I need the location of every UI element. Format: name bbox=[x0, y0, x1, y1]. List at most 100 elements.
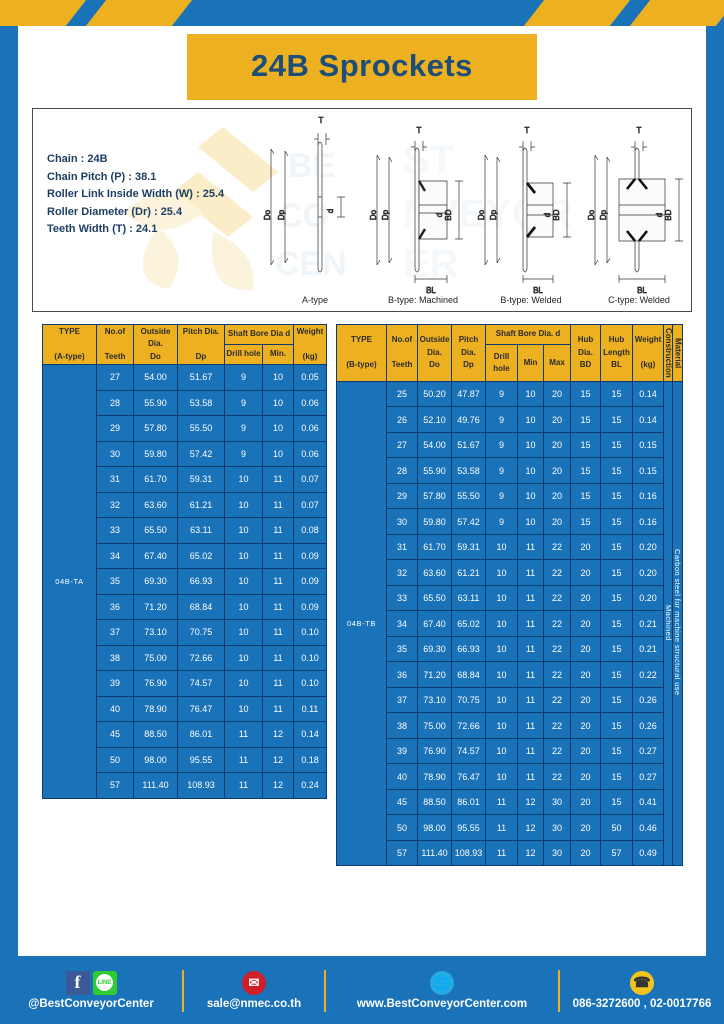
cell-weight: 0.15 bbox=[632, 457, 665, 484]
cell-weight: 0.26 bbox=[632, 686, 665, 714]
cell-hub-dia: 20 bbox=[570, 635, 602, 663]
cell-pitch-dia: 55.50 bbox=[177, 415, 225, 442]
cell-hub-length: 15 bbox=[600, 686, 634, 714]
diagram-panel: BE CO CEN ST NVEYOR ER Chain : 24B Chain… bbox=[32, 108, 692, 312]
table-row: 27 54.00 51.67 9 10 20 15 15 0.15 bbox=[337, 431, 683, 459]
cell-outside-dia: 73.10 bbox=[133, 619, 178, 646]
footer-website[interactable]: 🌐 www.BestConveyorCenter.com bbox=[326, 956, 558, 1024]
drawing-b-type-welded: T Do Dp BD d BL bbox=[477, 111, 585, 311]
cell-hub-dia: 15 bbox=[570, 508, 602, 535]
svg-text:T: T bbox=[319, 116, 324, 125]
drawing-label-b-machined: B-type: Machined bbox=[387, 295, 459, 305]
cell-outside-dia: 59.80 bbox=[417, 508, 452, 535]
cell-drill-hole: 10 bbox=[224, 491, 263, 519]
cell-pitch-dia: 53.58 bbox=[177, 389, 225, 417]
cell-pitch-dia: 57.42 bbox=[177, 440, 225, 468]
cell-drill-hole: 10 bbox=[224, 695, 263, 723]
cell-weight: 0.09 bbox=[293, 568, 328, 595]
cell-pitch-dia: 55.50 bbox=[451, 482, 486, 510]
cell-pitch-dia: 59.31 bbox=[177, 466, 225, 493]
cell-weight: 0.09 bbox=[293, 593, 328, 621]
cell-min: 11 bbox=[517, 661, 544, 688]
cell-weight: 0.14 bbox=[293, 721, 328, 748]
cell-teeth: 38 bbox=[96, 644, 134, 672]
cell-teeth: 40 bbox=[96, 695, 134, 723]
cell-max: 20 bbox=[542, 482, 572, 510]
cell-pitch-dia: 53.58 bbox=[451, 457, 486, 484]
cell-weight: 0.24 bbox=[293, 772, 328, 799]
cell-teeth: 36 bbox=[386, 661, 418, 688]
chevron-decoration bbox=[629, 0, 724, 26]
table-row: 28 55.90 53.58 9 10 0.06 bbox=[43, 389, 328, 417]
table-b-type: TYPE (B-type) No.of Teeth Outside Dia. D… bbox=[336, 323, 684, 867]
cell-hub-length: 15 bbox=[600, 610, 634, 637]
chevron-decoration bbox=[0, 0, 87, 26]
header-min: Min. bbox=[261, 344, 295, 366]
header-min: Min bbox=[517, 344, 544, 382]
line-icon[interactable]: LINE bbox=[92, 970, 117, 995]
cell-weight: 0.16 bbox=[632, 482, 665, 510]
page-title-wrap: 24B Sprockets bbox=[18, 34, 706, 100]
footer-bar: f LINE @BestConveyorCenter ✉ sale@nmec.c… bbox=[0, 956, 724, 1024]
cell-min: 10 bbox=[517, 482, 544, 510]
email-icon[interactable]: ✉ bbox=[242, 970, 266, 995]
cell-hub-length: 15 bbox=[600, 431, 634, 459]
cell-max: 22 bbox=[542, 737, 572, 765]
cell-hub-dia: 15 bbox=[570, 482, 602, 510]
header-shaft-bore-group: Shaft Bore Dia. d bbox=[484, 323, 572, 346]
cell-hub-length: 50 bbox=[600, 814, 634, 841]
drawing-label-c-welded: C-type: Welded bbox=[608, 295, 670, 305]
cell-weight: 0.21 bbox=[632, 635, 665, 663]
header-drill-hole: Drill hole bbox=[485, 344, 518, 382]
cell-teeth: 40 bbox=[386, 763, 418, 790]
header-pitch-dia: Pitch Dia. Dp bbox=[451, 324, 486, 382]
cell-drill-hole: 11 bbox=[224, 721, 263, 748]
cell-teeth: 50 bbox=[386, 814, 418, 841]
cell-outside-dia: 75.00 bbox=[417, 712, 452, 739]
svg-text:Dp: Dp bbox=[277, 209, 286, 220]
cell-teeth: 35 bbox=[96, 568, 134, 595]
cell-outside-dia: 57.80 bbox=[417, 482, 452, 510]
footer-email[interactable]: ✉ sale@nmec.co.th bbox=[184, 956, 324, 1024]
cell-teeth: 33 bbox=[96, 517, 134, 544]
svg-text:d: d bbox=[655, 213, 664, 217]
cell-min: 11 bbox=[517, 610, 544, 637]
cell-outside-dia: 52.10 bbox=[417, 406, 452, 433]
cell-pitch-dia: 51.67 bbox=[177, 364, 225, 391]
svg-text:d: d bbox=[543, 213, 552, 217]
drawing-label-b-welded: B-type: Welded bbox=[500, 295, 562, 305]
cell-drill-hole: 9 bbox=[224, 415, 263, 442]
drawing-b-type-machined: T Do Dp BD d BL bbox=[369, 111, 477, 311]
top-decorative-band bbox=[0, 0, 724, 26]
globe-icon[interactable]: 🌐 bbox=[430, 970, 454, 995]
cell-min: 12 bbox=[517, 788, 544, 816]
cell-drill-hole: 10 bbox=[224, 517, 263, 544]
cell-weight: 0.14 bbox=[632, 380, 665, 408]
cell-hub-length: 15 bbox=[600, 635, 634, 663]
phone-icon[interactable]: ☎ bbox=[630, 970, 654, 995]
cell-drill-hole: 10 bbox=[224, 568, 263, 595]
cell-min: 12 bbox=[261, 746, 295, 774]
cell-min: 11 bbox=[261, 593, 295, 621]
cell-outside-dia: 55.90 bbox=[417, 457, 452, 484]
cell-drill-hole: 10 bbox=[224, 619, 263, 646]
cell-pitch-dia: 72.66 bbox=[451, 712, 486, 739]
facebook-icon[interactable]: f bbox=[65, 970, 90, 995]
table-a-body: 04B-TA 27 54.00 51.67 9 10 0.05 28 55.90 53.58 9 10… bbox=[42, 364, 328, 799]
page-card: 24B Sprockets BE CO CEN ST NVEYOR ER Cha… bbox=[18, 26, 706, 956]
header-weight: Weight (kg) bbox=[293, 323, 328, 366]
cell-min: 11 bbox=[261, 695, 295, 723]
cell-teeth: 34 bbox=[386, 610, 418, 637]
cell-teeth: 35 bbox=[386, 635, 418, 663]
cell-teeth: 31 bbox=[96, 466, 134, 493]
cell-max: 22 bbox=[542, 686, 572, 714]
cell-pitch-dia: 86.01 bbox=[177, 721, 225, 748]
footer-social[interactable]: f LINE @BestConveyorCenter bbox=[0, 956, 182, 1024]
header-drill-hole: Drill hole bbox=[224, 344, 263, 366]
cell-hub-length: 15 bbox=[600, 380, 634, 408]
footer-phone[interactable]: ☎ 086-3272600 , 02-0017766 bbox=[560, 956, 724, 1024]
spec-roller-diameter: Roller Diameter (Dr) : 25.4 bbox=[47, 205, 183, 218]
cell-teeth: 38 bbox=[386, 712, 418, 739]
table-row: 29 57.80 55.50 9 10 0.06 bbox=[43, 415, 328, 442]
footer-phone-label: 086-3272600 , 02-0017766 bbox=[572, 997, 712, 1010]
